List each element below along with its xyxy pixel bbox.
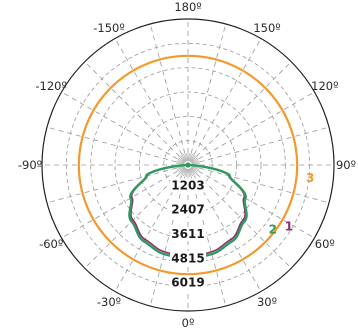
series-label: 1 (285, 220, 293, 234)
angle-tick-label: 60º (315, 237, 335, 251)
radial-tick-label: 2407 (171, 203, 204, 217)
grid-center-tick (184, 153, 188, 162)
grid-spoke (196, 61, 292, 157)
grid-center-tick (178, 157, 186, 163)
radial-tick-label: 1203 (171, 178, 204, 192)
grid-center-tick (186, 153, 188, 162)
grid-spoke (190, 176, 227, 307)
grid-spoke (199, 167, 330, 204)
radial-tick-label: 3611 (171, 227, 204, 241)
angle-tick-label: -30º (97, 295, 121, 309)
angle-tick-label: 90º (336, 158, 356, 172)
grid-center-tick (188, 153, 192, 162)
radial-label-bg (170, 251, 206, 266)
grid-center-tick (188, 168, 190, 177)
grid-center-tick (189, 153, 193, 162)
radial-tick-label: 4815 (171, 251, 204, 265)
grid-center-tick (189, 168, 193, 177)
grid-spoke (198, 91, 315, 160)
grid-center-tick (189, 168, 195, 176)
grid-spoke (193, 38, 262, 155)
grid-center-tick (183, 168, 187, 177)
grid-spoke (190, 23, 227, 154)
angle-tick-label: -90º (18, 158, 42, 172)
angle-tick-label: 30º (257, 295, 277, 309)
grid-center-tick (176, 160, 185, 164)
grid-spoke (193, 175, 262, 292)
grid-center-tick (191, 160, 200, 164)
grid-center-tick (188, 168, 192, 177)
grid-center-tick (191, 166, 200, 170)
grid-spoke (84, 61, 180, 157)
grid-spoke (46, 126, 177, 163)
series-curve (77, 54, 299, 276)
grid-center-tick (180, 167, 186, 175)
grid-spoke (149, 23, 186, 154)
grid-center-tick (177, 166, 185, 172)
radial-label-bg (170, 275, 206, 290)
grid-spoke (149, 176, 186, 307)
grid-center-tick (181, 168, 187, 176)
radial-label-bg (170, 202, 206, 217)
grid-center-tick (191, 158, 199, 164)
angle-tick-label: 120º (311, 79, 338, 93)
center-dot (185, 162, 191, 168)
grid-spoke (114, 38, 183, 155)
grid-center-tick (188, 153, 190, 162)
radial-label-bg (170, 178, 206, 193)
grid-center-tick (180, 155, 186, 163)
radial-label-bg (170, 227, 206, 241)
grid-center-tick (178, 167, 186, 173)
angle-tick-label: 180º (174, 0, 201, 14)
grid-center-tick (176, 166, 185, 170)
grid-center-tick (179, 167, 186, 174)
grid-center-tick (191, 166, 199, 172)
grid-center-tick (181, 154, 187, 162)
series-label: 2 (269, 223, 277, 237)
angle-tick-label: 150º (253, 21, 280, 35)
angle-tick-label: -60º (39, 237, 63, 251)
grid-center-tick (186, 168, 188, 177)
grid-center-tick (179, 156, 186, 163)
grid-spoke (46, 167, 177, 204)
grid-center-tick (190, 167, 196, 175)
angle-tick-label: -150º (93, 21, 125, 35)
radial-tick-label: 6019 (171, 276, 204, 290)
grid-center-tick (190, 156, 197, 163)
grid-center-tick (191, 161, 200, 165)
grid-center-tick (177, 158, 185, 164)
grid-spoke (61, 91, 178, 160)
angle-tick-label: -120º (35, 79, 67, 93)
polar-grid (41, 18, 335, 312)
grid-spoke (61, 170, 178, 239)
grid-center-tick (190, 167, 197, 174)
grid-center-tick (190, 155, 196, 163)
grid-center-tick (190, 157, 198, 163)
grid-spoke (198, 170, 315, 239)
outer-circle (41, 18, 335, 312)
series-label: 3 (306, 171, 314, 185)
grid-center-tick (176, 161, 185, 165)
grid-center-tick (184, 168, 188, 177)
grid-center-tick (190, 167, 198, 173)
chart-labels: 180º 150º 120º 90º 60º 30º 0º -30º -60º -90º -120º… (18, 0, 356, 329)
grid-spoke (199, 126, 330, 163)
grid-center-tick (189, 154, 195, 162)
grid-center-tick (183, 153, 187, 162)
grid-spoke (114, 175, 183, 292)
angle-tick-label: 0º (182, 316, 195, 329)
